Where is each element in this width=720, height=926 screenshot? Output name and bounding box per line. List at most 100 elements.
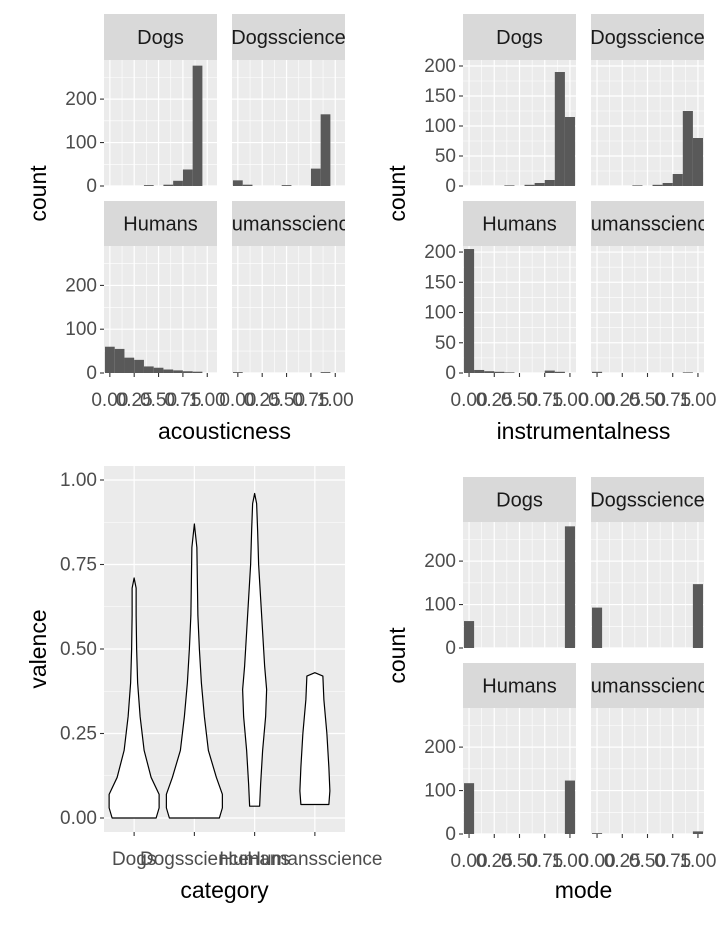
histogram-bar <box>320 372 331 373</box>
histogram-bar <box>143 366 154 373</box>
histogram-bar <box>692 831 703 834</box>
facet-panel: Dogsscience <box>231 14 346 186</box>
x-tick-label: 0.00 <box>219 390 256 411</box>
x-tick-label: 0.00 <box>451 390 488 411</box>
facet-strip <box>463 477 576 522</box>
y-tick-label: 100 <box>424 303 456 324</box>
x-axis-title: acousticness <box>158 418 291 444</box>
violin-humans <box>242 492 268 807</box>
x-axis-title: mode <box>555 877 613 903</box>
histogram-bar <box>143 185 154 186</box>
y-tick-label: 200 <box>424 737 456 758</box>
facet-strip-label: Dogsscience <box>231 27 346 49</box>
violin-humansscience <box>299 672 331 806</box>
violin-dogs <box>108 577 160 819</box>
x-axis-title: category <box>180 877 269 903</box>
facet-content: Humansscience <box>232 201 345 373</box>
x-tick-label: 0.50 <box>629 390 666 411</box>
facet-strip-label: Humans <box>482 676 556 698</box>
facet-strip <box>591 201 704 246</box>
x-tick-label: Humans <box>219 849 290 870</box>
facet-content: Dogsscience <box>590 14 705 186</box>
y-axis-title: count <box>384 165 410 222</box>
y-tick-label: 100 <box>424 116 456 137</box>
facet-content: Dogs <box>463 477 576 648</box>
histogram-bar <box>182 371 193 373</box>
facet-strip-label: Humans <box>123 214 197 236</box>
x-tick-label: 0.00 <box>91 390 128 411</box>
histogram-bar <box>592 607 603 648</box>
facet-strip-label: Dogs <box>137 27 184 49</box>
x-tick-label: Humansscience <box>247 849 382 870</box>
histogram-bar <box>592 833 603 834</box>
histogram-bar <box>652 184 663 186</box>
facet-strip-label: Humans <box>482 214 556 236</box>
panel-background <box>232 246 345 373</box>
x-tick-label: Dogs <box>112 849 156 870</box>
histogram-bar <box>182 169 193 186</box>
histogram-bar <box>682 372 693 373</box>
y-tick-label: 200 <box>424 242 456 263</box>
x-tick-label: 1.00 <box>317 390 354 411</box>
y-tick-label: 200 <box>65 89 97 110</box>
facet-panel: Dogsscience <box>590 14 705 186</box>
facet-strip <box>591 663 704 708</box>
mode-histogram: Dogs0100200DogsscienceHumans01002000.000… <box>384 477 716 903</box>
y-tick-label: 200 <box>424 551 456 572</box>
histogram-bar <box>134 359 144 373</box>
facet-strip-label: Dogs <box>496 27 543 49</box>
histogram-bar <box>464 783 475 834</box>
histogram-bar <box>564 780 575 834</box>
x-tick-label: 1.00 <box>679 390 716 411</box>
histogram-bar <box>672 174 683 186</box>
y-tick-label: 100 <box>424 781 456 802</box>
x-tick-label: 0.75 <box>654 851 691 872</box>
valence-violin-plot: 0.00 0.25 0.50 0.75 1.00 DogsDogsscienceHuman… <box>25 466 382 903</box>
x-tick-label: 0.00 <box>579 851 616 872</box>
facet-strip <box>104 201 217 246</box>
histogram-bar <box>592 371 603 373</box>
x-tick-label: 0.25 <box>476 851 513 872</box>
histogram-bar <box>104 346 115 373</box>
x-tick-label: 0.25 <box>116 390 153 411</box>
x-tick-label: 0.75 <box>526 851 563 872</box>
facet-content: Humansscience <box>576 201 718 373</box>
facet-panel: Humansscience 0.000.250.500.751.00 <box>219 201 354 411</box>
histogram-bar <box>544 180 555 186</box>
histogram-bar <box>173 180 183 186</box>
x-tick-label: 0.25 <box>244 390 281 411</box>
facet-panel: Humansscience 0.000.250.500.751.00 <box>576 201 718 411</box>
y-tick-label: 0 <box>445 638 456 659</box>
histogram-bar <box>320 114 331 186</box>
facet-strip <box>104 14 217 60</box>
histogram-bar <box>504 185 515 186</box>
facet-content: Humansscience <box>591 663 704 834</box>
facet-strip <box>463 14 576 60</box>
x-tick-label: 1.00 <box>551 851 588 872</box>
x-tick-label: Dogsscience <box>140 849 249 870</box>
x-tick-label: 0.50 <box>268 390 305 411</box>
x-tick-label: 0.75 <box>164 390 201 411</box>
x-tick-label: 0.50 <box>140 390 177 411</box>
histogram-bar <box>192 371 203 373</box>
x-tick-label: 0.50 <box>501 390 538 411</box>
facet-strip <box>232 14 345 60</box>
facet-content: Humans <box>463 201 576 373</box>
histogram-bar <box>153 367 164 373</box>
x-tick-label: 0.25 <box>604 851 641 872</box>
y-tick-label: 0.50 <box>60 639 97 660</box>
facet-content: Dogs <box>463 14 576 186</box>
x-tick-label: 0.75 <box>292 390 329 411</box>
facet-strip-label: Humansscience <box>576 214 718 236</box>
y-tick-label: 0 <box>445 824 456 845</box>
facet-strip-label: Dogsscience <box>590 27 705 49</box>
x-tick-label: 0.75 <box>526 390 563 411</box>
histogram-bar <box>163 369 174 373</box>
histogram-bar <box>114 348 125 373</box>
histogram-bar <box>281 185 292 186</box>
y-axis-title: valence <box>25 609 51 688</box>
facet-panel: Humans 0 100 200 0.000.250.500.751.00 <box>424 663 588 872</box>
x-tick-label: 0.00 <box>579 390 616 411</box>
